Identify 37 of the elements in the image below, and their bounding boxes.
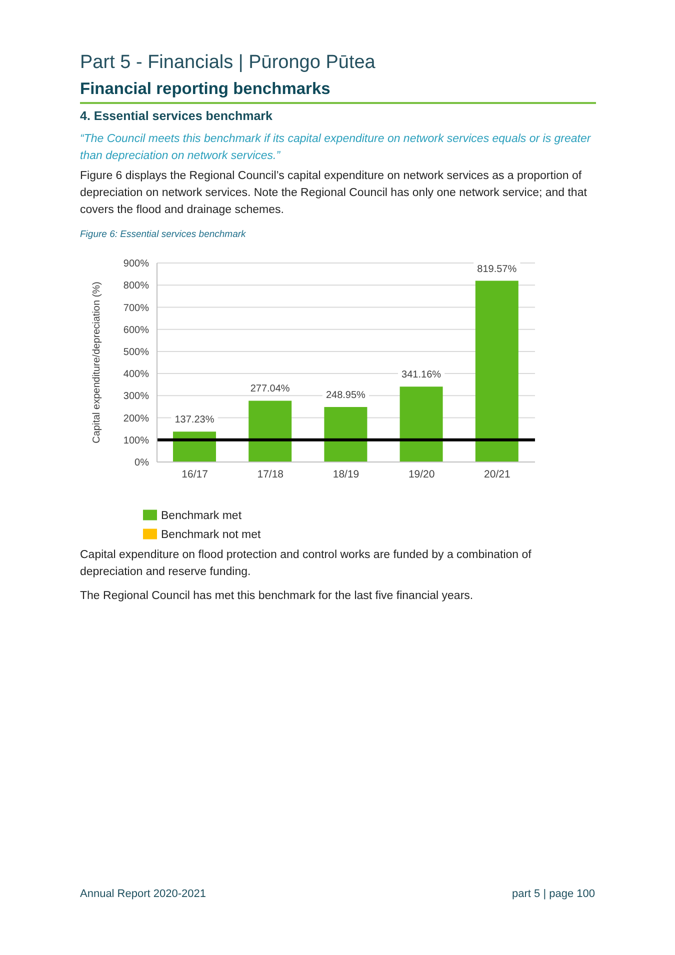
- caption: Figure 6 displays the Regional Council’s capital expenditure on network services as a proportion of depreciation on network services. Note the Regional Council has only one network service; and that covers the flood and drainage schemes.: [80, 169, 588, 218]
- y-tick-label: 400%: [123, 369, 150, 380]
- bar: [248, 400, 292, 462]
- y-tick-label: 900%: [123, 258, 150, 270]
- y-tick-label: 800%: [123, 280, 150, 292]
- x-tick-label: 16/17: [182, 468, 208, 480]
- x-tick-label: 18/19: [332, 468, 360, 480]
- y-tick-label: 300%: [123, 391, 150, 402]
- y-tick-label: 600%: [123, 324, 150, 336]
- y-tick-label: 0%: [134, 458, 150, 469]
- text: 4. Essential services benchmark: [80, 108, 274, 125]
- text: Annual Report 2020-2021: [80, 888, 206, 900]
- data-label: 137.23%: [174, 414, 214, 426]
- data-label: 819.57%: [477, 264, 517, 275]
- data-label: 341.16%: [402, 370, 442, 381]
- bar: [324, 406, 368, 462]
- bar: [400, 386, 443, 462]
- chart-title: Part 5 - Financials | Pūrongo Pūtea: [80, 52, 376, 74]
- legend-label: Benchmark not met: [161, 529, 261, 541]
- x-tick-label: 19/20: [408, 468, 435, 480]
- bar: [475, 280, 518, 462]
- x-tick-label: 17/18: [257, 468, 284, 480]
- chart-subtitle: Financial reporting benchmarks: [80, 80, 330, 99]
- data-label: 277.04%: [250, 384, 290, 395]
- text: Capital expenditure on flood protection and control works are funded by a combination of depreciation and reserve funding.: [80, 548, 532, 580]
- text: “The Council meets this benchmark if its capital expenditure on network services equals or is greater than depreciation on network services.”: [80, 132, 592, 164]
- caption: Figure 6: Essential services benchmark: [80, 228, 247, 242]
- y-tick-label: 100%: [123, 435, 150, 446]
- text: The Regional Council has met this benchmark for the last five financial years.: [80, 589, 474, 604]
- y-tick-label: 500%: [123, 346, 150, 358]
- y-tick-label: 200%: [123, 413, 150, 424]
- legend-label: Benchmark met: [161, 510, 242, 522]
- y-axis-title: Capital expenditure/depreciation (%): [92, 282, 103, 444]
- y-tick-label: 700%: [123, 302, 150, 314]
- data-label: 248.95%: [326, 390, 366, 401]
- text: part 5 | page 100: [512, 888, 595, 900]
- x-tick-label: 20/21: [484, 468, 510, 480]
